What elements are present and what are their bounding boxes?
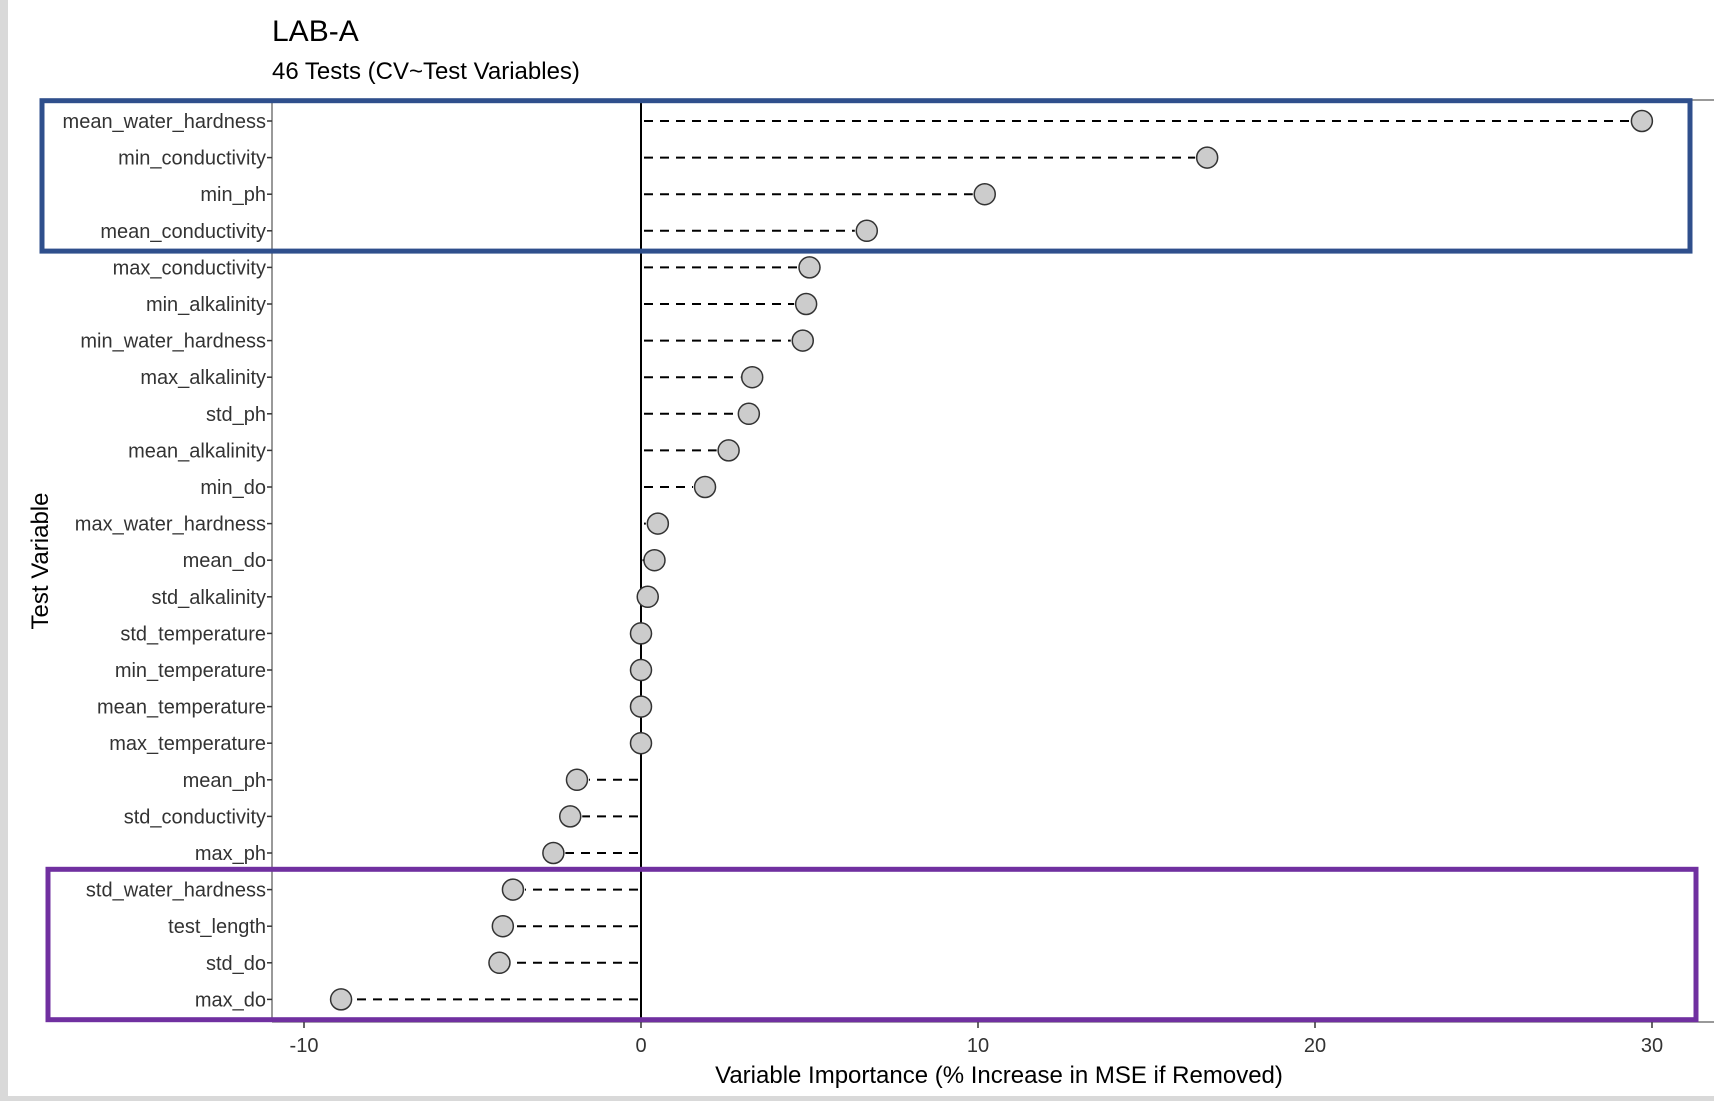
x-tick-label: 10 (967, 1035, 989, 1057)
x-tick-label: 0 (635, 1035, 646, 1057)
highlight-box-top (39, 98, 1693, 254)
y-tick-label: max_do (195, 989, 266, 1011)
data-point (740, 365, 764, 389)
data-point (565, 768, 589, 792)
data-point (855, 219, 879, 243)
data-point (629, 622, 653, 645)
y-tick-label: mean_conductivity (100, 221, 266, 243)
y-axis-title: Test Variable (27, 493, 54, 630)
y-tick-label: max_temperature (109, 733, 266, 755)
y-tick-label: mean_do (183, 550, 266, 572)
variable-importance-chart: LAB-A 46 Tests (CV~Test Variables) mean_… (27, 15, 1714, 1089)
data-point (737, 402, 761, 426)
data-point (693, 475, 717, 499)
data-point (646, 512, 670, 535)
y-tick-label: std_water_hardness (86, 880, 266, 902)
y-tick-label: min_temperature (115, 660, 266, 682)
data-point (629, 695, 653, 718)
data-point (794, 292, 818, 316)
data-point (329, 988, 353, 1011)
data-point (798, 256, 821, 279)
highlight-box-bottom (45, 866, 1699, 1023)
data-point (1195, 146, 1219, 169)
data-point (717, 439, 740, 462)
y-tick-label: max_alkalinity (140, 367, 266, 389)
data-point (629, 731, 653, 755)
y-tick-label: mean_ph (183, 770, 266, 792)
y-tick-label: min_alkalinity (146, 294, 266, 316)
y-tick-label: std_ph (206, 404, 266, 426)
y-tick-label: std_do (206, 953, 266, 975)
data-point (488, 951, 511, 975)
data-point (491, 914, 515, 938)
y-tick-label: min_ph (200, 184, 266, 206)
y-tick-label: max_conductivity (113, 257, 266, 279)
y-tick-label: std_alkalinity (151, 587, 266, 609)
data-point (558, 805, 582, 828)
y-tick-label: mean_alkalinity (128, 440, 266, 462)
y-tick-label: mean_temperature (97, 697, 266, 719)
x-tick-label: -10 (290, 1035, 319, 1057)
y-tick-label: mean_water_hardness (63, 111, 266, 133)
y-tick-label: min_water_hardness (80, 331, 266, 353)
y-tick-label: std_temperature (120, 623, 266, 645)
y-tick-label: min_do (200, 477, 266, 499)
chart-marks: mean_water_hardness min_conductivity min_p… (39, 98, 1699, 1057)
data-point (501, 878, 525, 901)
y-tick-label: test_length (168, 916, 266, 938)
data-point (1630, 109, 1654, 133)
data-point (636, 585, 659, 609)
data-point (643, 548, 666, 572)
y-tick-label: min_conductivity (118, 148, 266, 170)
chart-title: LAB-A (272, 15, 359, 48)
data-point (542, 841, 565, 865)
chart-subtitle: 46 Tests (CV~Test Variables) (272, 58, 580, 85)
chart-canvas: LAB-A 46 Tests (CV~Test Variables) mean_… (8, 0, 1714, 1096)
x-tick-label: 30 (1641, 1035, 1663, 1057)
x-axis-title: Variable Importance (% Increase in MSE i… (715, 1062, 1283, 1089)
y-tick-label: max_ph (195, 843, 266, 865)
data-point (791, 329, 815, 352)
data-point (973, 182, 996, 206)
y-tick-label: max_water_hardness (75, 514, 266, 536)
y-tick-label: std_conductivity (124, 806, 266, 828)
x-tick-label: 20 (1304, 1035, 1326, 1057)
data-point (629, 658, 653, 682)
